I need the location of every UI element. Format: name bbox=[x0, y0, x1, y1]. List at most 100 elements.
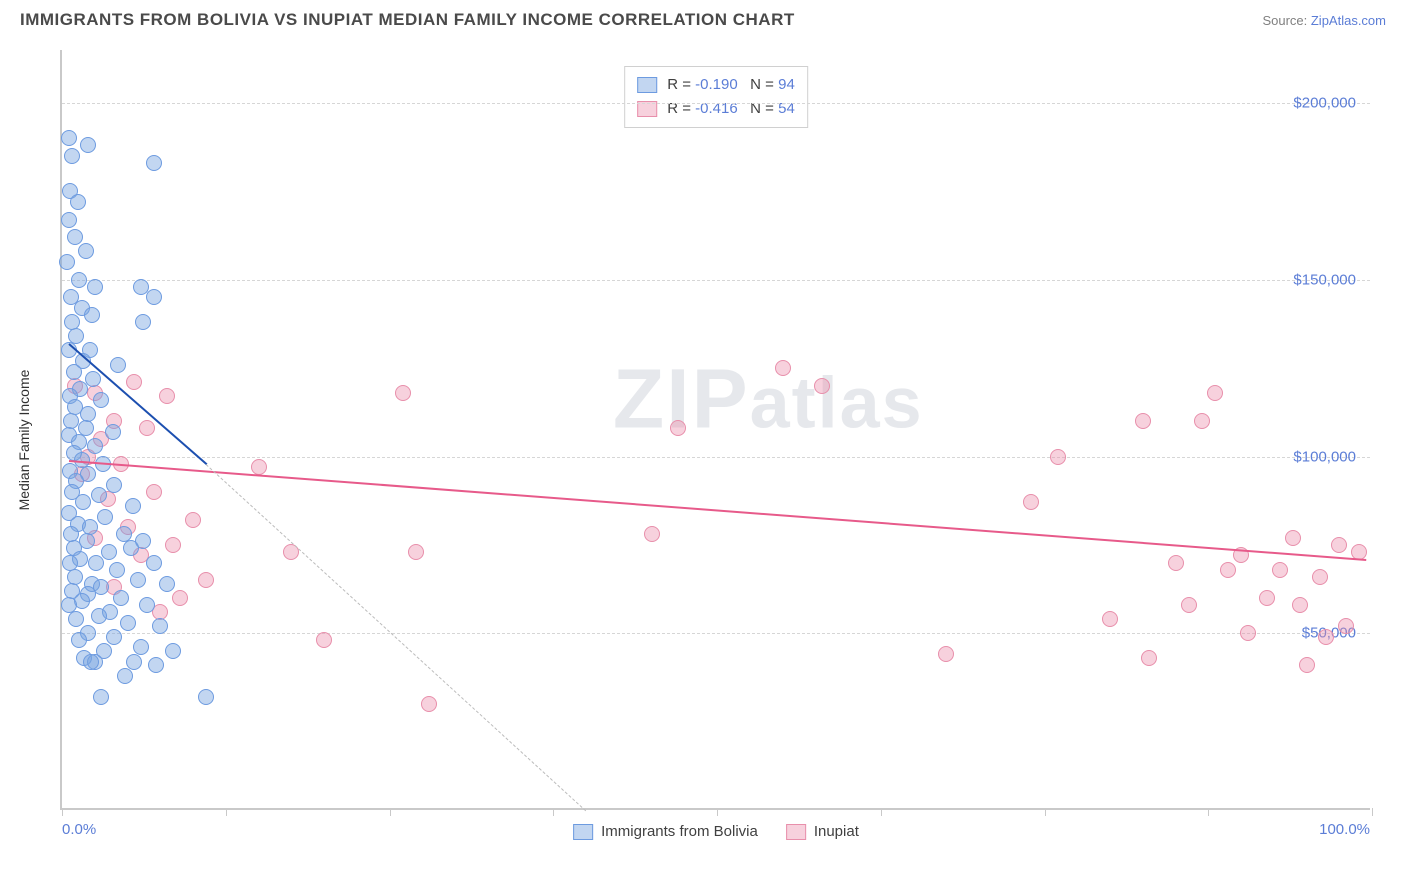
x-tick bbox=[1208, 808, 1209, 816]
data-point-bolivia bbox=[106, 629, 122, 645]
y-axis-label: Median Family Income bbox=[16, 370, 32, 511]
data-point-bolivia bbox=[61, 212, 77, 228]
data-point-inupiat bbox=[126, 374, 142, 390]
data-point-bolivia bbox=[87, 438, 103, 454]
data-point-bolivia bbox=[106, 477, 122, 493]
source-attribution: Source: ZipAtlas.com bbox=[1262, 13, 1386, 28]
data-point-bolivia bbox=[126, 654, 142, 670]
watermark: ZIPatlas bbox=[613, 350, 924, 447]
data-point-bolivia bbox=[110, 357, 126, 373]
data-point-inupiat bbox=[1299, 657, 1315, 673]
gridline bbox=[62, 633, 1370, 634]
data-point-inupiat bbox=[1292, 597, 1308, 613]
data-point-bolivia bbox=[97, 509, 113, 525]
data-point-bolivia bbox=[146, 555, 162, 571]
data-point-bolivia bbox=[148, 657, 164, 673]
data-point-bolivia bbox=[88, 555, 104, 571]
series-legend: Immigrants from Bolivia Inupiat bbox=[573, 823, 859, 840]
data-point-inupiat bbox=[421, 696, 437, 712]
x-tick bbox=[1372, 808, 1373, 816]
data-point-inupiat bbox=[1050, 449, 1066, 465]
legend-item: Immigrants from Bolivia bbox=[573, 823, 758, 840]
data-point-bolivia bbox=[105, 424, 121, 440]
gridline bbox=[62, 103, 1370, 104]
data-point-inupiat bbox=[1207, 385, 1223, 401]
data-point-bolivia bbox=[93, 689, 109, 705]
data-point-bolivia bbox=[146, 289, 162, 305]
legend-swatch bbox=[573, 824, 593, 840]
legend-swatch bbox=[786, 824, 806, 840]
chart-container: Median Family Income ZIPatlas R = -0.190… bbox=[16, 40, 1390, 840]
data-point-bolivia bbox=[146, 155, 162, 171]
chart-title: IMMIGRANTS FROM BOLIVIA VS INUPIAT MEDIA… bbox=[20, 10, 795, 30]
legend-label: Immigrants from Bolivia bbox=[601, 823, 758, 840]
data-point-inupiat bbox=[775, 360, 791, 376]
data-point-bolivia bbox=[68, 611, 84, 627]
data-point-bolivia bbox=[101, 544, 117, 560]
data-point-bolivia bbox=[71, 272, 87, 288]
data-point-inupiat bbox=[1272, 562, 1288, 578]
data-point-inupiat bbox=[251, 459, 267, 475]
y-tick-label: $150,000 bbox=[1293, 271, 1356, 288]
data-point-inupiat bbox=[814, 378, 830, 394]
data-point-inupiat bbox=[1285, 530, 1301, 546]
correlation-legend: R = -0.190 N = 94R = -0.416 N = 54 bbox=[624, 66, 808, 128]
data-point-bolivia bbox=[84, 307, 100, 323]
data-point-inupiat bbox=[938, 646, 954, 662]
data-point-bolivia bbox=[165, 643, 181, 659]
data-point-inupiat bbox=[1102, 611, 1118, 627]
data-point-bolivia bbox=[59, 254, 75, 270]
x-axis-max-label: 100.0% bbox=[1319, 821, 1370, 838]
gridline bbox=[62, 457, 1370, 458]
data-point-bolivia bbox=[123, 540, 139, 556]
data-point-bolivia bbox=[85, 371, 101, 387]
source-link[interactable]: ZipAtlas.com bbox=[1311, 13, 1386, 28]
x-axis-min-label: 0.0% bbox=[62, 821, 96, 838]
x-tick bbox=[1045, 808, 1046, 816]
x-tick bbox=[390, 808, 391, 816]
data-point-bolivia bbox=[67, 229, 83, 245]
x-tick bbox=[717, 808, 718, 816]
data-point-inupiat bbox=[146, 484, 162, 500]
x-tick bbox=[62, 808, 63, 816]
data-point-bolivia bbox=[93, 392, 109, 408]
data-point-inupiat bbox=[1181, 597, 1197, 613]
data-point-bolivia bbox=[87, 279, 103, 295]
data-point-bolivia bbox=[66, 364, 82, 380]
y-tick-label: $100,000 bbox=[1293, 448, 1356, 465]
data-point-bolivia bbox=[113, 590, 129, 606]
data-point-bolivia bbox=[70, 194, 86, 210]
data-point-bolivia bbox=[198, 689, 214, 705]
data-point-bolivia bbox=[139, 597, 155, 613]
trendline-bolivia-extrapolated bbox=[206, 464, 587, 811]
y-tick-label: $200,000 bbox=[1293, 95, 1356, 112]
data-point-bolivia bbox=[109, 562, 125, 578]
legend-stats: R = -0.190 N = 94 bbox=[667, 73, 795, 97]
data-point-bolivia bbox=[159, 576, 175, 592]
data-point-bolivia bbox=[91, 608, 107, 624]
data-point-inupiat bbox=[1220, 562, 1236, 578]
gridline bbox=[62, 280, 1370, 281]
data-point-bolivia bbox=[135, 314, 151, 330]
data-point-bolivia bbox=[64, 148, 80, 164]
data-point-bolivia bbox=[120, 615, 136, 631]
plot-area: ZIPatlas R = -0.190 N = 94R = -0.416 N =… bbox=[60, 50, 1370, 810]
data-point-inupiat bbox=[1023, 494, 1039, 510]
data-point-inupiat bbox=[408, 544, 424, 560]
legend-item: Inupiat bbox=[786, 823, 859, 840]
data-point-bolivia bbox=[61, 130, 77, 146]
data-point-inupiat bbox=[1331, 537, 1347, 553]
data-point-bolivia bbox=[117, 668, 133, 684]
legend-row: R = -0.190 N = 94 bbox=[637, 73, 795, 97]
data-point-inupiat bbox=[1240, 625, 1256, 641]
data-point-inupiat bbox=[172, 590, 188, 606]
data-point-bolivia bbox=[80, 137, 96, 153]
data-point-inupiat bbox=[165, 537, 181, 553]
x-tick bbox=[881, 808, 882, 816]
trendline-inupiat bbox=[68, 460, 1365, 561]
legend-swatch bbox=[637, 77, 657, 93]
data-point-bolivia bbox=[83, 654, 99, 670]
data-point-bolivia bbox=[152, 618, 168, 634]
data-point-inupiat bbox=[1318, 629, 1334, 645]
data-point-inupiat bbox=[395, 385, 411, 401]
